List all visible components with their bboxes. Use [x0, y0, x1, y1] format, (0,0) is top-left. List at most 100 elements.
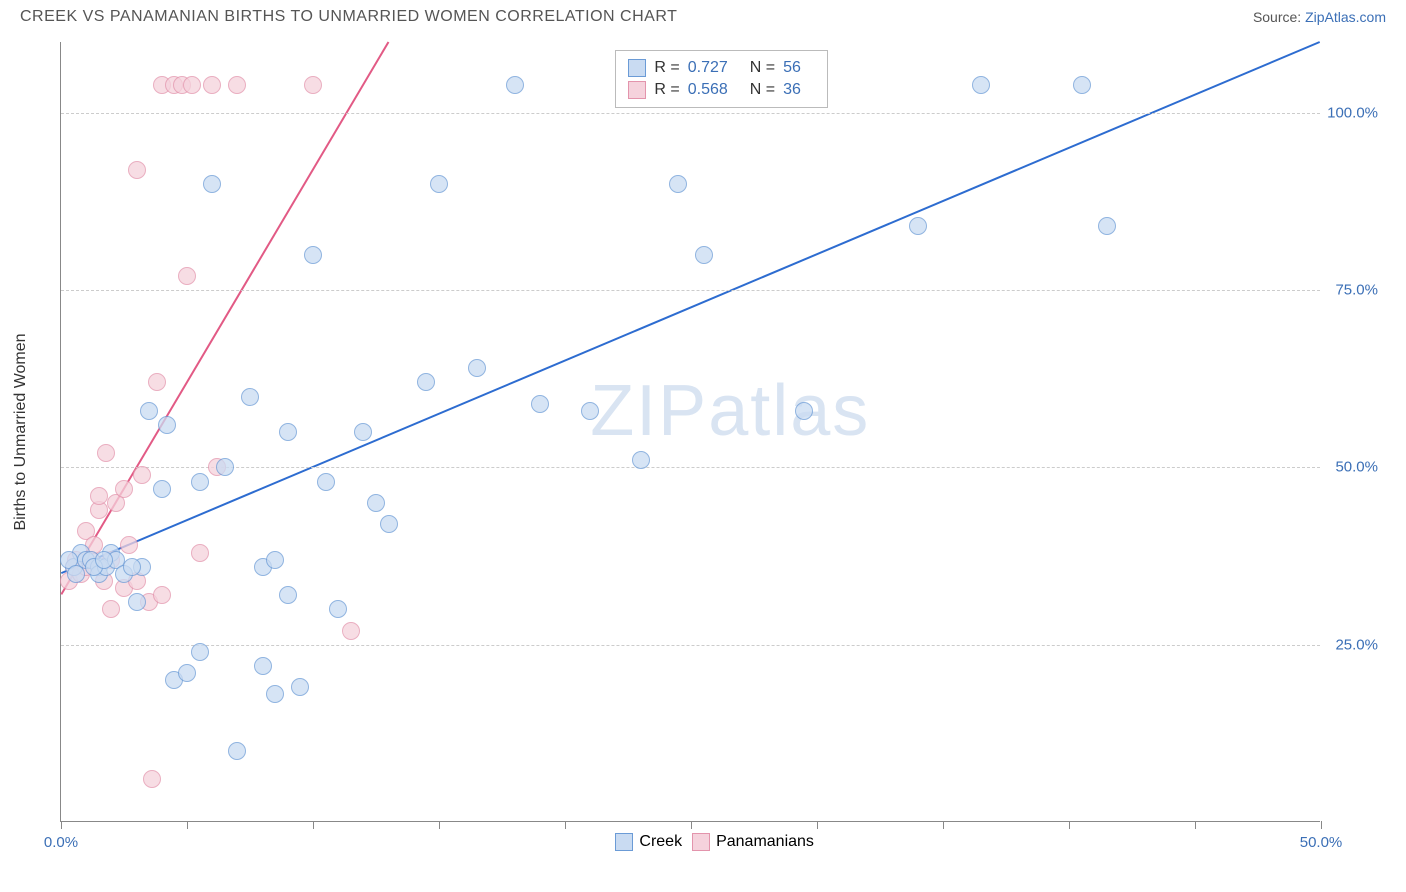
data-point-panamanians	[102, 600, 120, 618]
data-point-creek	[191, 643, 209, 661]
data-point-panamanians	[120, 536, 138, 554]
x-tick	[1195, 821, 1196, 829]
data-point-panamanians	[115, 480, 133, 498]
y-axis-label: Births to Unmarried Women	[12, 333, 30, 530]
data-point-creek	[367, 494, 385, 512]
series-legend-item: Panamanians	[692, 833, 814, 851]
x-tick	[313, 821, 314, 829]
data-point-creek	[67, 565, 85, 583]
x-tick-label: 50.0%	[1300, 834, 1343, 851]
stat-n-value: 56	[783, 59, 801, 77]
data-point-creek	[329, 600, 347, 618]
data-point-creek	[140, 402, 158, 420]
plot-area: Births to Unmarried Women 25.0%50.0%75.0…	[60, 42, 1320, 822]
x-tick	[943, 821, 944, 829]
data-point-creek	[158, 416, 176, 434]
series-legend-item: Creek	[615, 833, 682, 851]
data-point-panamanians	[148, 373, 166, 391]
x-tick-label: 0.0%	[44, 834, 78, 851]
chart-container: Births to Unmarried Women 25.0%50.0%75.0…	[60, 42, 1380, 852]
data-point-creek	[191, 473, 209, 491]
data-point-creek	[153, 480, 171, 498]
data-point-creek	[506, 76, 524, 94]
data-point-creek	[291, 678, 309, 696]
data-point-panamanians	[133, 466, 151, 484]
data-point-panamanians	[143, 770, 161, 788]
series-legend-label: Panamanians	[716, 833, 814, 851]
data-point-creek	[695, 246, 713, 264]
data-point-creek	[128, 593, 146, 611]
source-link[interactable]: ZipAtlas.com	[1305, 9, 1386, 25]
legend-swatch	[692, 833, 710, 851]
data-point-creek	[581, 402, 599, 420]
legend-swatch	[615, 833, 633, 851]
data-point-panamanians	[128, 161, 146, 179]
chart-source: Source: ZipAtlas.com	[1253, 9, 1386, 25]
chart-title: CREEK VS PANAMANIAN BIRTHS TO UNMARRIED …	[20, 8, 677, 26]
regression-line-creek	[61, 42, 1319, 573]
y-tick-label: 50.0%	[1324, 459, 1378, 476]
stat-r-label: R =	[654, 81, 679, 99]
data-point-creek	[909, 217, 927, 235]
y-tick-label: 75.0%	[1324, 282, 1378, 299]
data-point-creek	[254, 657, 272, 675]
stat-r-value: 0.727	[688, 59, 728, 77]
gridline	[61, 290, 1320, 291]
data-point-creek	[95, 551, 113, 569]
regression-line-panamanians	[61, 42, 388, 594]
watermark: ZIPatlas	[590, 370, 870, 452]
x-tick	[439, 821, 440, 829]
x-tick	[691, 821, 692, 829]
data-point-creek	[380, 515, 398, 533]
legend-swatch	[628, 81, 646, 99]
data-point-creek	[632, 451, 650, 469]
data-point-creek	[216, 458, 234, 476]
x-tick	[1069, 821, 1070, 829]
data-point-creek	[317, 473, 335, 491]
stat-r-value: 0.568	[688, 81, 728, 99]
stat-n-label: N =	[750, 59, 775, 77]
data-point-creek	[669, 175, 687, 193]
data-point-panamanians	[304, 76, 322, 94]
series-legend: Creek Panamanians	[615, 833, 814, 851]
data-point-creek	[123, 558, 141, 576]
series-legend-label: Creek	[639, 833, 682, 851]
data-point-creek	[468, 359, 486, 377]
data-point-panamanians	[97, 444, 115, 462]
y-tick-label: 100.0%	[1324, 104, 1378, 121]
data-point-creek	[1098, 217, 1116, 235]
data-point-panamanians	[90, 487, 108, 505]
y-tick-label: 25.0%	[1324, 636, 1378, 653]
x-tick	[61, 821, 62, 829]
data-point-creek	[430, 175, 448, 193]
data-point-creek	[178, 664, 196, 682]
data-point-creek	[795, 402, 813, 420]
data-point-creek	[279, 423, 297, 441]
stat-n-value: 36	[783, 81, 801, 99]
data-point-panamanians	[191, 544, 209, 562]
data-point-panamanians	[183, 76, 201, 94]
stats-legend-row: R = 0.727 N = 56	[628, 57, 815, 79]
stats-legend: R = 0.727 N = 56 R = 0.568 N = 36	[615, 50, 828, 108]
x-tick	[187, 821, 188, 829]
data-point-creek	[304, 246, 322, 264]
x-tick	[817, 821, 818, 829]
stat-r-label: R =	[654, 59, 679, 77]
data-point-creek	[279, 586, 297, 604]
gridline	[61, 113, 1320, 114]
data-point-panamanians	[228, 76, 246, 94]
data-point-creek	[1073, 76, 1091, 94]
source-label: Source:	[1253, 9, 1305, 25]
data-point-creek	[354, 423, 372, 441]
gridline	[61, 645, 1320, 646]
data-point-panamanians	[342, 622, 360, 640]
data-point-creek	[203, 175, 221, 193]
data-point-creek	[241, 388, 259, 406]
stat-n-label: N =	[750, 81, 775, 99]
data-point-creek	[531, 395, 549, 413]
data-point-creek	[228, 742, 246, 760]
chart-header: CREEK VS PANAMANIAN BIRTHS TO UNMARRIED …	[0, 0, 1406, 30]
data-point-creek	[417, 373, 435, 391]
data-point-panamanians	[153, 586, 171, 604]
legend-swatch	[628, 59, 646, 77]
